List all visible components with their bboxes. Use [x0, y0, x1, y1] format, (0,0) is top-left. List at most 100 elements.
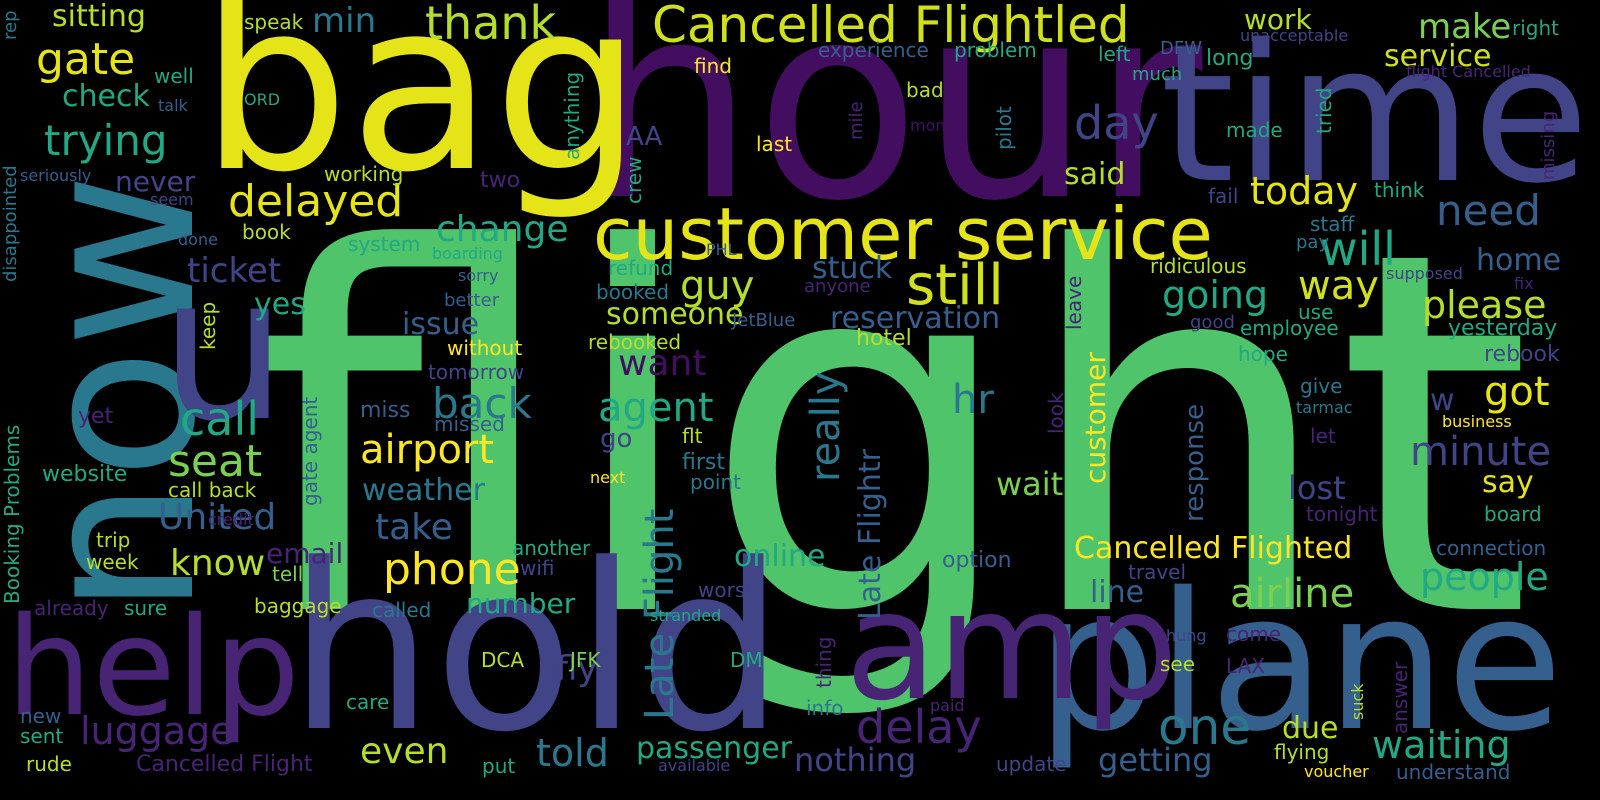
word-working: working: [324, 162, 404, 186]
word-connection: connection: [1436, 536, 1547, 560]
word-booked: booked: [596, 280, 670, 304]
word-line: line: [1090, 575, 1145, 610]
word-still: still: [906, 253, 1004, 318]
word-speak: speak: [244, 10, 304, 34]
word-time: time: [1160, 4, 1590, 225]
word-thank: thank: [425, 0, 557, 50]
word-pay: pay: [1296, 232, 1330, 253]
word-left: left: [1098, 42, 1131, 66]
word-u: u: [160, 233, 287, 466]
word-w: w: [1430, 383, 1455, 418]
word-two: two: [480, 168, 521, 193]
word-flight: flight: [248, 145, 1533, 727]
word-well: well: [154, 64, 194, 88]
word-voucher: voucher: [1304, 762, 1369, 781]
word-rude: rude: [26, 752, 72, 776]
word-tonight: tonight: [1306, 502, 1378, 526]
word-said: said: [1064, 157, 1126, 192]
word-last: last: [756, 132, 793, 156]
word-update: update: [996, 752, 1067, 776]
word-leave: leave: [1062, 275, 1086, 330]
word-right: right: [1512, 16, 1559, 40]
word-passenger: passenger: [636, 731, 792, 766]
word-rep: rep: [0, 10, 21, 40]
word-booking-problems: Booking Problems: [0, 424, 24, 604]
word-gate-agent: gate agent: [298, 396, 322, 506]
word-baggage: baggage: [254, 594, 342, 618]
word-business: business: [1442, 412, 1512, 431]
word-first: first: [682, 450, 725, 475]
word-fly: fly: [556, 649, 598, 689]
word-think: think: [1374, 178, 1425, 202]
word-find: find: [694, 54, 732, 78]
word-jetblue: JetBlue: [732, 310, 796, 331]
word-called: called: [372, 598, 432, 622]
word-give: give: [1300, 374, 1343, 398]
word-really: really: [803, 371, 849, 482]
word-bag: bag: [200, 0, 643, 224]
word-fail: fail: [1208, 184, 1239, 208]
word-missing: missing: [1538, 110, 1559, 180]
word-answer: answer: [1388, 661, 1412, 734]
word-missed: missed: [434, 412, 505, 436]
word-hope: hope: [1238, 342, 1288, 366]
word-book: book: [242, 220, 291, 244]
word-stuck: stuck: [812, 251, 893, 286]
word-nothing: nothing: [794, 741, 917, 779]
word-delayed: delayed: [228, 176, 404, 227]
word-travel: travel: [1128, 560, 1187, 584]
word-new: new: [20, 704, 62, 728]
word-use: use: [1298, 300, 1334, 324]
word-week: week: [86, 550, 139, 574]
word-help: help: [6, 589, 300, 747]
word-option: option: [942, 548, 1012, 573]
word-number: number: [466, 587, 576, 620]
word-phone: phone: [383, 544, 521, 595]
word-luggage: luggage: [80, 709, 234, 753]
word-getting: getting: [1098, 741, 1213, 779]
word-check: check: [62, 79, 150, 114]
word-agent: agent: [598, 385, 714, 431]
word-hotel: hotel: [856, 326, 912, 351]
word-refund: refund: [608, 256, 674, 280]
word-lax: LAX: [1226, 654, 1265, 678]
word-sitting: sitting: [52, 0, 146, 34]
word-know: know: [170, 543, 266, 584]
word-seem: seem: [150, 190, 194, 209]
word-will: will: [1320, 222, 1396, 276]
word-dca: DCA: [481, 648, 525, 672]
word-fix: fix: [1514, 274, 1534, 293]
word-people: people: [1420, 555, 1549, 599]
word-problem: problem: [954, 38, 1037, 62]
word-put: put: [482, 754, 516, 778]
word-much: much: [1132, 64, 1183, 85]
word-due: due: [1282, 711, 1339, 746]
word-pilot: pilot: [992, 106, 1016, 150]
word-supposed: supposed: [1386, 264, 1463, 283]
word-even: even: [360, 731, 449, 772]
word-better: better: [444, 290, 500, 311]
word-minute: minute: [1410, 429, 1552, 475]
word-need: need: [1436, 186, 1541, 235]
word-stranded: stranded: [650, 606, 722, 625]
word-make: make: [1418, 7, 1512, 47]
word-min: min: [312, 1, 377, 41]
word-airline: airline: [1230, 571, 1355, 617]
word-sure: sure: [124, 596, 168, 620]
word-paid: paid: [930, 696, 965, 715]
word-already: already: [34, 596, 109, 620]
word-online: online: [734, 539, 826, 574]
word-tarmac: tarmac: [1296, 398, 1353, 417]
word-talk: talk: [158, 96, 188, 115]
word-weather: weather: [362, 473, 485, 508]
word-info: info: [806, 696, 844, 720]
word-rebooked: rebooked: [588, 330, 682, 354]
word-going: going: [1162, 273, 1269, 317]
word-guy: guy: [680, 263, 755, 309]
word-system: system: [348, 232, 421, 256]
word-miss: miss: [360, 398, 411, 423]
word-mile: mile: [846, 101, 867, 140]
word-website: website: [42, 462, 128, 487]
word-dfw: DFW: [1160, 38, 1203, 59]
word-wait: wait: [996, 465, 1064, 503]
